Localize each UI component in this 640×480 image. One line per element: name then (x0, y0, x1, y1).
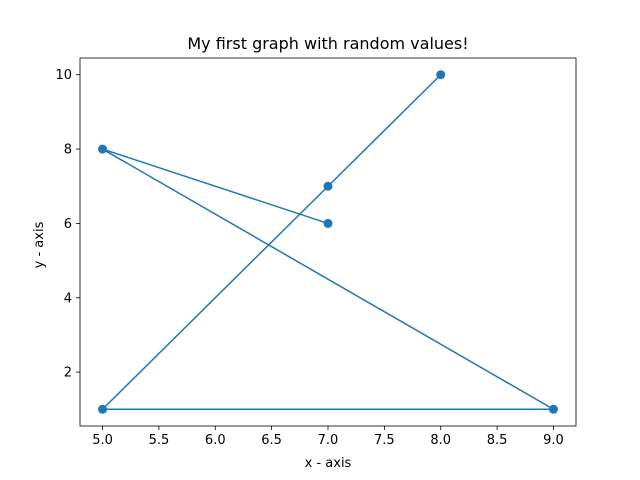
chart-title: My first graph with random values! (187, 34, 468, 53)
y-axis-label: y - axis (32, 221, 47, 268)
x-tick-label: 7.0 (318, 433, 339, 448)
x-tick-label: 9.0 (543, 433, 564, 448)
x-tick-label: 5.0 (92, 433, 113, 448)
data-point (98, 404, 108, 414)
plot-area: 5.0 5.5 6.0 6.5 7.0 7.5 8.0 8.5 9.0 2 4 6 8 10 (55, 57, 577, 448)
data-point (98, 144, 108, 154)
data-point (323, 218, 333, 228)
y-tick-label: 2 (64, 366, 72, 381)
y-tick-label: 8 (64, 143, 72, 158)
x-tick-label: 6.0 (205, 433, 226, 448)
x-tick-label: 8.5 (487, 433, 508, 448)
series-line (101, 74, 555, 411)
y-tick-label: 10 (55, 68, 72, 83)
x-tick-label: 6.5 (261, 433, 282, 448)
x-tick-label: 7.5 (374, 433, 395, 448)
x-axis-label: x - axis (305, 456, 352, 471)
plot-frame (79, 57, 577, 427)
data-point (548, 404, 558, 414)
x-tick-label: 8.0 (430, 433, 451, 448)
data-point (436, 70, 446, 80)
x-tick-label: 5.5 (149, 433, 170, 448)
y-tick-label: 4 (64, 291, 72, 306)
y-tick-label: 6 (64, 217, 72, 232)
data-point (323, 181, 333, 191)
